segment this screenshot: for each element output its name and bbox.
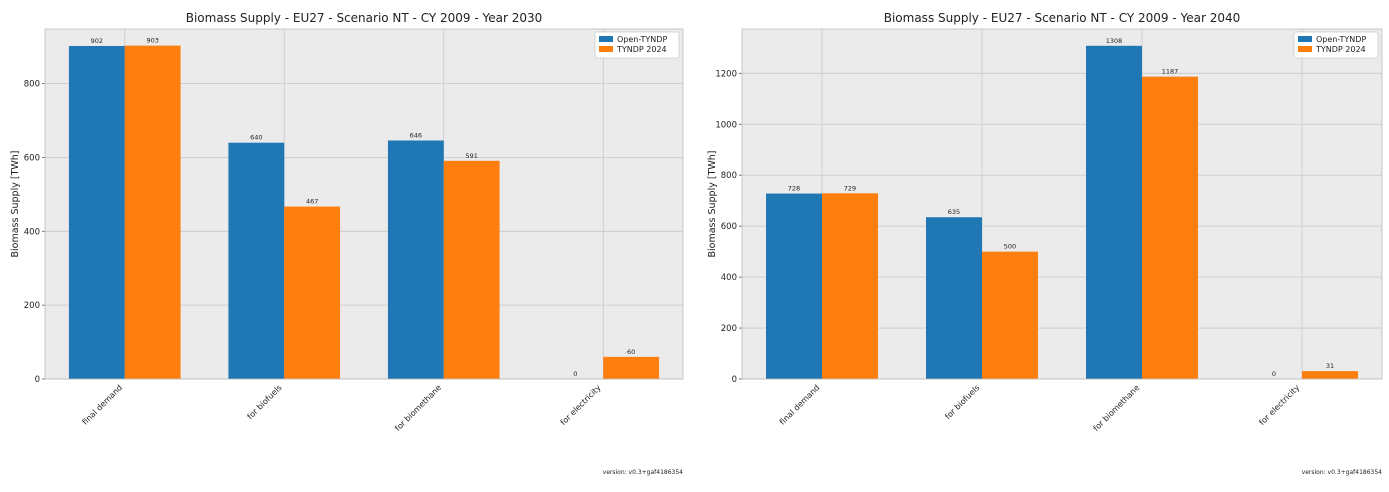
bar-tyndp-2024-1: [822, 193, 878, 379]
bar-value-label: 729: [844, 184, 856, 192]
bar-value-label: 646: [410, 131, 422, 139]
bar-value-label: 635: [948, 208, 960, 216]
chart-title: Biomass Supply - EU27 - Scenario NT - CY…: [884, 11, 1241, 25]
plot-border: [44, 28, 684, 380]
legend-box: [594, 31, 680, 59]
x-category-label: for biomethane: [1092, 383, 1142, 433]
y-tick-label: 200: [721, 324, 737, 334]
legend-swatch: [1298, 46, 1312, 52]
y-tick-label: 0: [35, 375, 40, 385]
y-tick-label: 1000: [715, 120, 737, 130]
legend-label: TYNDP 2024: [1315, 45, 1366, 54]
y-tick-label: 600: [24, 153, 40, 163]
x-category-label: final demand: [81, 383, 125, 427]
x-category-label: for electricity: [1257, 383, 1301, 427]
bar-tyndp-2024-1: [124, 45, 181, 379]
bar-tyndp-2024-2: [982, 251, 1038, 379]
bar-open-tyndp-3: [1086, 45, 1142, 379]
y-tick-label: 400: [24, 227, 40, 237]
bar-tyndp-2024-3: [1142, 76, 1198, 379]
version-footer: version: v0.3+gaf4186354: [603, 469, 684, 476]
bar-tyndp-2024-4: [603, 356, 660, 379]
y-axis-label: Biomass Supply [TWh]: [10, 151, 21, 258]
bar-open-tyndp-2: [926, 217, 982, 379]
version-footer: version: v0.3+gaf4186354: [1302, 469, 1383, 476]
bar-value-label: 1187: [1162, 68, 1179, 76]
y-tick-label: 600: [721, 222, 737, 232]
bar-value-label: 728: [788, 185, 800, 193]
legend-label: Open-TYNDP: [617, 35, 667, 44]
x-category-label: for biofuels: [246, 383, 284, 421]
bar-value-label: 0: [1272, 370, 1276, 378]
y-tick-label: 800: [721, 171, 737, 181]
legend-box: [1293, 31, 1379, 59]
bar-value-label: 591: [465, 152, 477, 160]
bar-open-tyndp-3: [387, 140, 444, 379]
bar-value-label: 902: [91, 37, 103, 45]
plot-border: [741, 28, 1383, 380]
y-tick-label: 1200: [715, 69, 737, 79]
x-category-label: for electricity: [559, 383, 603, 427]
x-category-label: for biomethane: [393, 383, 443, 433]
bar-value-label: 467: [306, 198, 318, 206]
bar-open-tyndp-1: [766, 193, 822, 379]
y-tick-label: 0: [732, 375, 737, 385]
x-category-label: for biofuels: [943, 383, 981, 421]
bar-value-label: 1308: [1106, 37, 1123, 45]
y-tick-label: 200: [24, 301, 40, 311]
bar-open-tyndp-1: [68, 45, 125, 379]
chart-title: Biomass Supply - EU27 - Scenario NT - CY…: [186, 11, 543, 25]
bar-tyndp-2024-2: [284, 206, 341, 379]
bar-value-label: 31: [1326, 362, 1334, 370]
chart-2: 728 635 1308 0 729 500 1187 31 0 200 400 600 800 1000…: [707, 11, 1383, 476]
y-tick-label: 800: [24, 80, 40, 90]
bar-value-label: 60: [627, 348, 635, 356]
legend-swatch: [1298, 36, 1312, 42]
bar-value-label: 903: [146, 37, 158, 45]
bar-open-tyndp-2: [228, 142, 285, 379]
x-category-label: final demand: [778, 383, 822, 427]
legend-swatch: [599, 46, 613, 52]
legend-swatch: [599, 36, 613, 42]
bar-value-label: 0: [573, 370, 577, 378]
y-tick-label: 400: [721, 273, 737, 283]
bar-tyndp-2024-4: [1302, 371, 1358, 379]
legend-label: TYNDP 2024: [616, 45, 667, 54]
y-axis-label: Biomass Supply [TWh]: [707, 151, 718, 258]
bar-value-label: 500: [1004, 243, 1016, 251]
bar-value-label: 640: [250, 134, 262, 142]
bar-tyndp-2024-3: [443, 160, 500, 379]
legend-label: Open-TYNDP: [1316, 35, 1366, 44]
